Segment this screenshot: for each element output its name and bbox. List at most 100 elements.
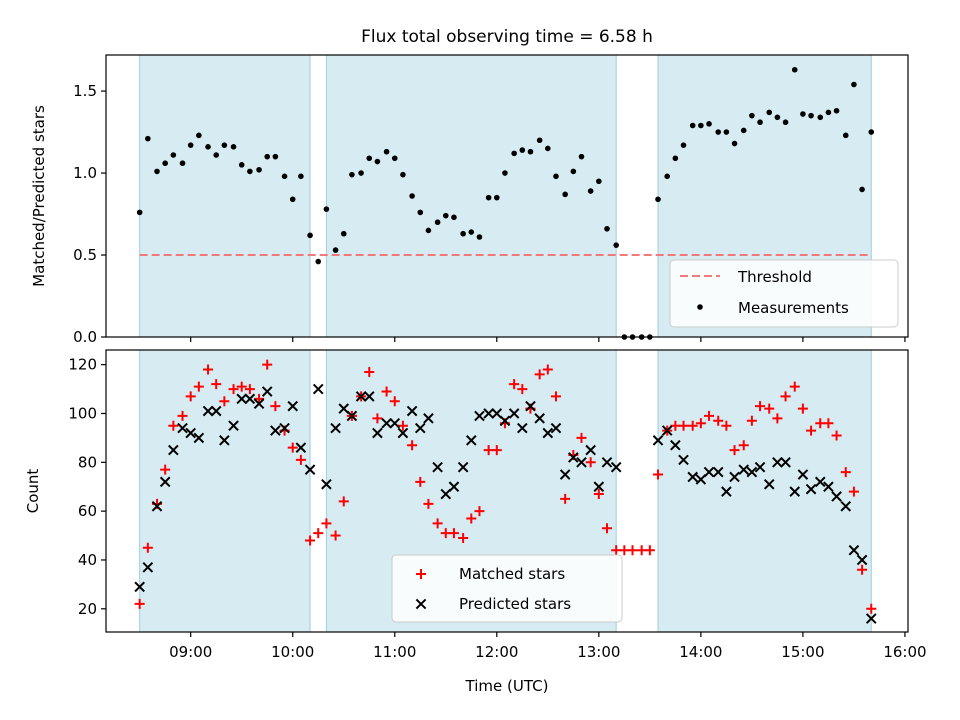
predicted-star-point — [295, 442, 307, 453]
measurement-point — [460, 230, 466, 237]
matched-star-point — [305, 535, 316, 546]
matched-star-point — [381, 386, 392, 397]
predicted-star-point — [270, 425, 281, 436]
measurement-point — [289, 196, 296, 203]
matched-star-point — [321, 518, 332, 529]
measurement-point — [723, 129, 730, 135]
measurement-point — [230, 144, 237, 150]
predicted-star-point — [585, 444, 596, 456]
measurement-point — [221, 142, 228, 148]
measurement-point — [196, 132, 202, 139]
predicted-star-point — [236, 393, 248, 405]
bottom-legend-box — [391, 554, 623, 623]
measurement-point — [391, 155, 398, 162]
top-y-axis-label: Matched/Predicted stars — [30, 105, 48, 287]
x-tick-label: 15:00 — [781, 643, 824, 661]
top-x-ticks — [190, 337, 906, 342]
matched-star-point — [806, 425, 817, 436]
measurement-point — [808, 112, 814, 119]
measurement-point — [349, 171, 355, 178]
matched-star-point — [219, 396, 230, 407]
observing-window — [139, 54, 311, 338]
predicted-star-point — [576, 457, 587, 468]
measurement-point — [613, 242, 619, 248]
x-tick-label: 09:00 — [169, 643, 212, 661]
measurement-point — [358, 170, 364, 176]
measurement-point — [340, 230, 347, 237]
predicted-star-point — [789, 486, 801, 497]
predicted-star-point — [465, 435, 477, 446]
measurement-point — [205, 144, 211, 150]
matched-star-point — [866, 603, 877, 614]
predicted-star-point — [568, 452, 579, 463]
matched-star-point — [695, 418, 706, 429]
top-y-axis: 0.0 0.5 1.0 1.5 — [73, 82, 106, 346]
legend-predicted-label: Predicted stars — [459, 595, 571, 613]
predicted-star-point — [703, 466, 715, 478]
measurement-point — [162, 160, 168, 167]
measurement-point — [502, 170, 508, 176]
bottom-legend: Matched stars Predicted stars — [391, 554, 623, 623]
matched-star-point — [848, 486, 859, 497]
matched-star-point — [168, 420, 179, 431]
measurement-point — [170, 152, 177, 158]
measurement-point — [766, 109, 773, 116]
legend-measurements-swatch — [697, 304, 703, 310]
predicted-star-point — [593, 481, 605, 493]
matched-star-point — [185, 391, 196, 402]
measurement-point — [570, 168, 577, 175]
predicted-star-point — [414, 422, 426, 434]
measurement-point — [859, 186, 865, 193]
measurement-point — [425, 227, 432, 234]
ratio-panel: 0.0 0.5 1.0 1.5 Flux total observing time =… — [30, 27, 909, 346]
measurement-point — [179, 160, 186, 167]
measurement-point — [680, 142, 687, 148]
predicted-star-point — [831, 491, 842, 502]
legend-plus-mark — [416, 569, 426, 579]
matched-star-point — [560, 493, 571, 504]
matched-star-point — [644, 545, 655, 556]
x-tick-label: 16:00 — [883, 643, 926, 661]
measurement-point — [706, 121, 712, 127]
predicted-star-point — [312, 383, 324, 395]
matched-star-point — [721, 420, 732, 431]
predicted-star-point — [397, 427, 409, 439]
predicted-star-point — [652, 435, 664, 446]
bottom-y-axis-label: Count — [24, 469, 42, 514]
bottom-axes-frame — [105, 349, 909, 633]
matched-star-point — [534, 369, 545, 380]
matched-star-point — [397, 420, 408, 431]
matched-star-point — [423, 498, 434, 509]
predicted-star-point — [534, 413, 545, 424]
matched-star-point — [509, 379, 520, 390]
measurement-point — [434, 219, 441, 226]
predicted-star-point — [525, 400, 536, 412]
measurement-point — [527, 148, 534, 155]
measurement-point — [383, 148, 390, 155]
measurement-point — [417, 209, 424, 216]
predicted-star-point — [210, 405, 222, 417]
x-tick-label: 11:00 — [373, 643, 416, 661]
x-tick-label: 14:00 — [679, 643, 722, 661]
predicted-star-point — [219, 435, 230, 446]
predicted-star-point — [457, 461, 469, 473]
predicted-star-point — [763, 478, 775, 490]
predicted-star-point — [601, 457, 613, 468]
measurement-point — [698, 122, 704, 129]
measurement-point — [774, 114, 781, 121]
predicted-star-point — [142, 561, 154, 573]
measurement-point — [545, 145, 551, 152]
matched-star-point — [840, 467, 851, 478]
predicted-star-point — [746, 466, 758, 478]
matched-star-point — [432, 518, 443, 529]
matched-star-point — [738, 440, 749, 451]
measurement-point — [493, 194, 500, 201]
y-tick-label: 40 — [78, 551, 97, 569]
measurement-point — [562, 191, 568, 198]
matched-star-point — [857, 564, 868, 575]
matched-star-point — [364, 366, 375, 377]
matched-star-point — [704, 410, 715, 421]
measurement-point — [604, 225, 610, 232]
predicted-star-point — [202, 405, 214, 417]
y-tick-label: 1.5 — [73, 82, 97, 100]
